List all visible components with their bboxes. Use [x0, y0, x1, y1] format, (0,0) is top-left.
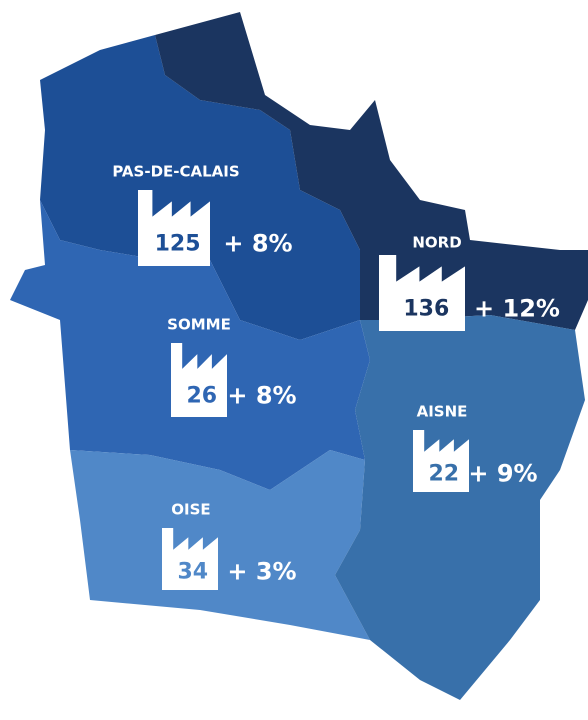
factory-count: 125: [155, 232, 201, 257]
region-name: OISE: [171, 501, 210, 519]
region-name: SOMME: [167, 316, 231, 334]
factory-icon: [171, 343, 227, 417]
region-nord: [155, 12, 588, 330]
factory-icon: [138, 190, 210, 266]
change: + 12%: [474, 295, 560, 323]
factory-icon: [413, 430, 469, 492]
change: + 3%: [227, 558, 296, 586]
factory-count: 34: [177, 560, 208, 585]
region-name: AISNE: [417, 403, 468, 421]
region-aisne: [335, 315, 585, 700]
factory-icon: [379, 255, 465, 331]
region-oise: [70, 450, 370, 640]
region-name: NORD: [412, 234, 461, 252]
factory-count: 22: [428, 462, 459, 487]
region-name: PAS-DE-CALAIS: [112, 163, 239, 181]
factory-icon: [162, 528, 218, 590]
factory-count: 26: [186, 383, 217, 408]
change: + 9%: [468, 460, 537, 488]
factory-count: 136: [403, 297, 449, 322]
change: + 8%: [227, 381, 296, 409]
region-somme: [10, 200, 370, 490]
change: + 8%: [223, 230, 292, 258]
region-pas-de-calais: [40, 35, 360, 340]
